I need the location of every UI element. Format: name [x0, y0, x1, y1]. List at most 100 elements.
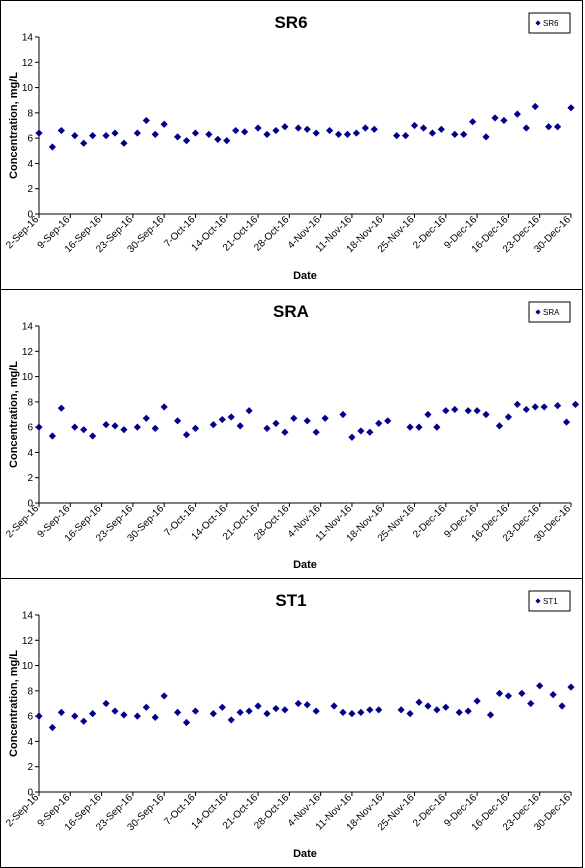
chart-sra: SRA024681012142-Sep-169-Sep-1616-Sep-162…: [4, 301, 580, 571]
data-point: [182, 718, 191, 727]
data-point: [522, 124, 530, 132]
data-point: [495, 422, 504, 430]
y-axis-title: Concentration, mg/L: [8, 72, 20, 179]
data-point: [254, 702, 262, 710]
data-point: [415, 698, 423, 706]
x-tick-label: 28-Oct-16: [252, 503, 292, 543]
data-point: [263, 130, 271, 138]
data-point: [460, 130, 468, 138]
data-point: [393, 132, 401, 140]
data-point: [330, 702, 338, 710]
data-point: [57, 708, 65, 716]
y-tick-label: 8: [27, 686, 33, 697]
data-point: [294, 699, 302, 708]
data-point: [482, 410, 490, 419]
data-point: [48, 723, 57, 732]
data-point: [223, 137, 231, 145]
y-tick-label: 0: [27, 499, 33, 510]
y-tick-label: 8: [27, 397, 33, 408]
data-point: [424, 702, 432, 710]
data-point: [48, 143, 57, 151]
data-point: [531, 102, 539, 111]
data-point: [500, 116, 508, 125]
legend-label: SR6: [543, 19, 559, 28]
data-point: [410, 121, 419, 130]
data-point: [80, 717, 88, 725]
data-point: [218, 415, 226, 424]
data-point: [205, 130, 213, 138]
legend-label: ST1: [543, 597, 558, 606]
data-point: [263, 710, 271, 718]
data-point: [504, 692, 513, 700]
data-point: [339, 708, 347, 716]
data-point: [241, 128, 249, 136]
chart-panel-sr6: SR6 0 2 4 6 8 10 12 14 2-Sep-16 9-Sep-16 16-Sep-16 2…: [0, 0, 583, 290]
data-point: [397, 706, 405, 714]
data-point: [366, 706, 374, 714]
data-point: [469, 118, 477, 126]
data-point: [191, 707, 200, 715]
data-point: [173, 708, 182, 716]
data-point: [281, 706, 289, 714]
data-point: [339, 410, 347, 419]
y-tick-label: 10: [22, 372, 34, 383]
data-point: [89, 710, 97, 718]
data-point: [80, 139, 88, 147]
data-point: [325, 126, 334, 135]
chart-title: SR6: [274, 13, 307, 32]
data-point: [518, 689, 526, 697]
data-point: [384, 417, 392, 425]
data-point: [486, 711, 495, 719]
data-point: [473, 407, 481, 415]
data-point: [272, 419, 280, 427]
data-point: [218, 703, 226, 711]
data-point: [294, 124, 302, 132]
data-point: [254, 124, 262, 132]
data-point: [352, 129, 361, 137]
data-point: [35, 129, 43, 137]
data-point: [120, 711, 128, 719]
x-tick-label: 2-Dec-16: [411, 503, 448, 540]
data-point: [151, 424, 159, 433]
data-point: [406, 710, 414, 718]
data-point: [419, 124, 428, 132]
data-point: [303, 125, 311, 133]
y-tick-label: 2: [27, 473, 33, 484]
chart-title: ST1: [275, 591, 306, 610]
data-point: [191, 424, 200, 433]
data-point: [214, 135, 222, 144]
data-point: [111, 422, 119, 430]
data-point: [558, 702, 566, 710]
data-point: [71, 132, 79, 140]
chart-sr6: SR6024681012142-Sep-169-Sep-1616-Sep-162…: [4, 12, 575, 282]
data-point: [236, 422, 244, 430]
data-point: [236, 708, 244, 716]
data-point: [272, 126, 280, 135]
data-point: [263, 424, 271, 433]
data-point: [451, 130, 459, 138]
data-point: [334, 130, 343, 138]
x-tick-label: 2-Sep-16: [4, 214, 41, 251]
data-point: [375, 706, 383, 714]
data-point: [495, 689, 504, 697]
data-point: [151, 713, 159, 722]
data-point: [442, 407, 450, 415]
data-point: [245, 407, 253, 415]
x-axis-title: Date: [293, 270, 317, 282]
data-point: [142, 414, 150, 422]
data-point: [522, 405, 530, 414]
legend-marker: [535, 20, 541, 26]
data-point: [433, 423, 441, 431]
chart-st1: ST1024681012142-Sep-169-Sep-1616-Sep-162…: [4, 590, 575, 860]
data-point: [133, 129, 141, 137]
y-tick-label: 6: [27, 423, 33, 434]
legend-marker: [535, 598, 541, 604]
data-point: [348, 433, 356, 441]
data-point: [142, 703, 150, 711]
data-point: [133, 712, 141, 720]
y-tick-label: 10: [22, 83, 34, 94]
x-tick-label: 2-Sep-16: [4, 792, 41, 829]
legend-box: [528, 301, 571, 323]
y-tick-label: 2: [27, 184, 33, 195]
